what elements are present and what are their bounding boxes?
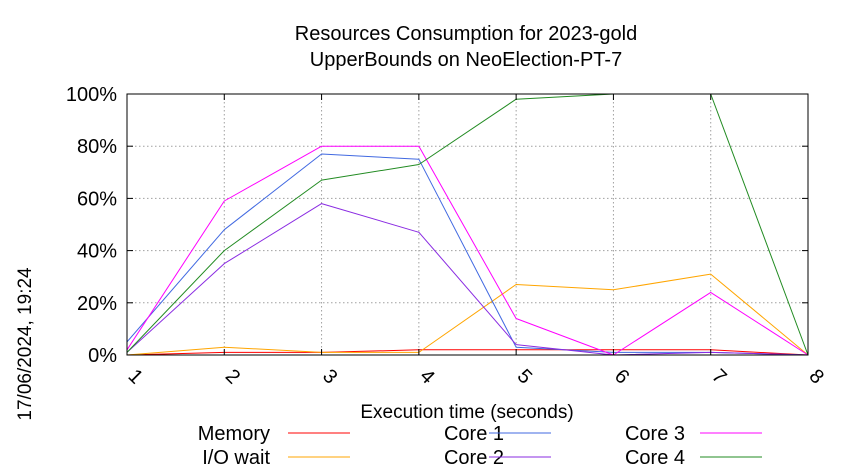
series-line-memory — [126, 349, 809, 356]
plot-frame — [126, 93, 809, 356]
chart-subtitle: UpperBounds on NeoElection-PT-7 — [310, 49, 622, 71]
legend-label-core-1: Core 1 — [444, 423, 504, 445]
series-line-core-1 — [126, 153, 809, 356]
y-axis-ticks: 0% 20% 40% 60% 80% 100% — [66, 84, 808, 367]
series-lines — [126, 93, 809, 356]
series-line-core-2 — [126, 203, 809, 356]
x-tick-label: 5 — [513, 365, 536, 388]
series-line-i-o-wait — [126, 273, 809, 356]
x-tick-label: 3 — [318, 365, 341, 388]
legend-label-i-o-wait: I/O wait — [202, 447, 270, 469]
x-tick-label: 2 — [221, 365, 244, 388]
y-tick-label: 100% — [66, 84, 117, 106]
x-tick-label: 4 — [415, 365, 438, 388]
y-tick-label: 20% — [77, 293, 117, 315]
series-line-core-3 — [126, 145, 809, 356]
series-line-core-4 — [126, 93, 809, 356]
grid — [127, 94, 808, 355]
x-axis-label: Execution time (seconds) — [360, 402, 573, 423]
x-tick-label: 6 — [610, 365, 633, 388]
legend-label-core-3: Core 3 — [625, 423, 685, 445]
y-tick-label: 0% — [88, 345, 117, 367]
x-tick-label: 8 — [805, 365, 828, 388]
legend-label-core-4: Core 4 — [625, 447, 685, 469]
y-tick-label: 60% — [77, 188, 117, 210]
y-tick-label: 40% — [77, 241, 117, 263]
chart-title: Resources Consumption for 2023-gold — [295, 23, 637, 45]
timestamp-label: 17/06/2024, 19:24 — [15, 267, 36, 421]
x-axis-ticks: 1 2 3 4 5 6 7 8 — [124, 94, 828, 388]
y-tick-label: 80% — [77, 136, 117, 158]
legend-label-memory: Memory — [198, 423, 270, 445]
x-tick-label: 7 — [707, 365, 730, 388]
x-tick-label: 1 — [124, 365, 147, 388]
legend-label-core-2: Core 2 — [444, 447, 504, 469]
